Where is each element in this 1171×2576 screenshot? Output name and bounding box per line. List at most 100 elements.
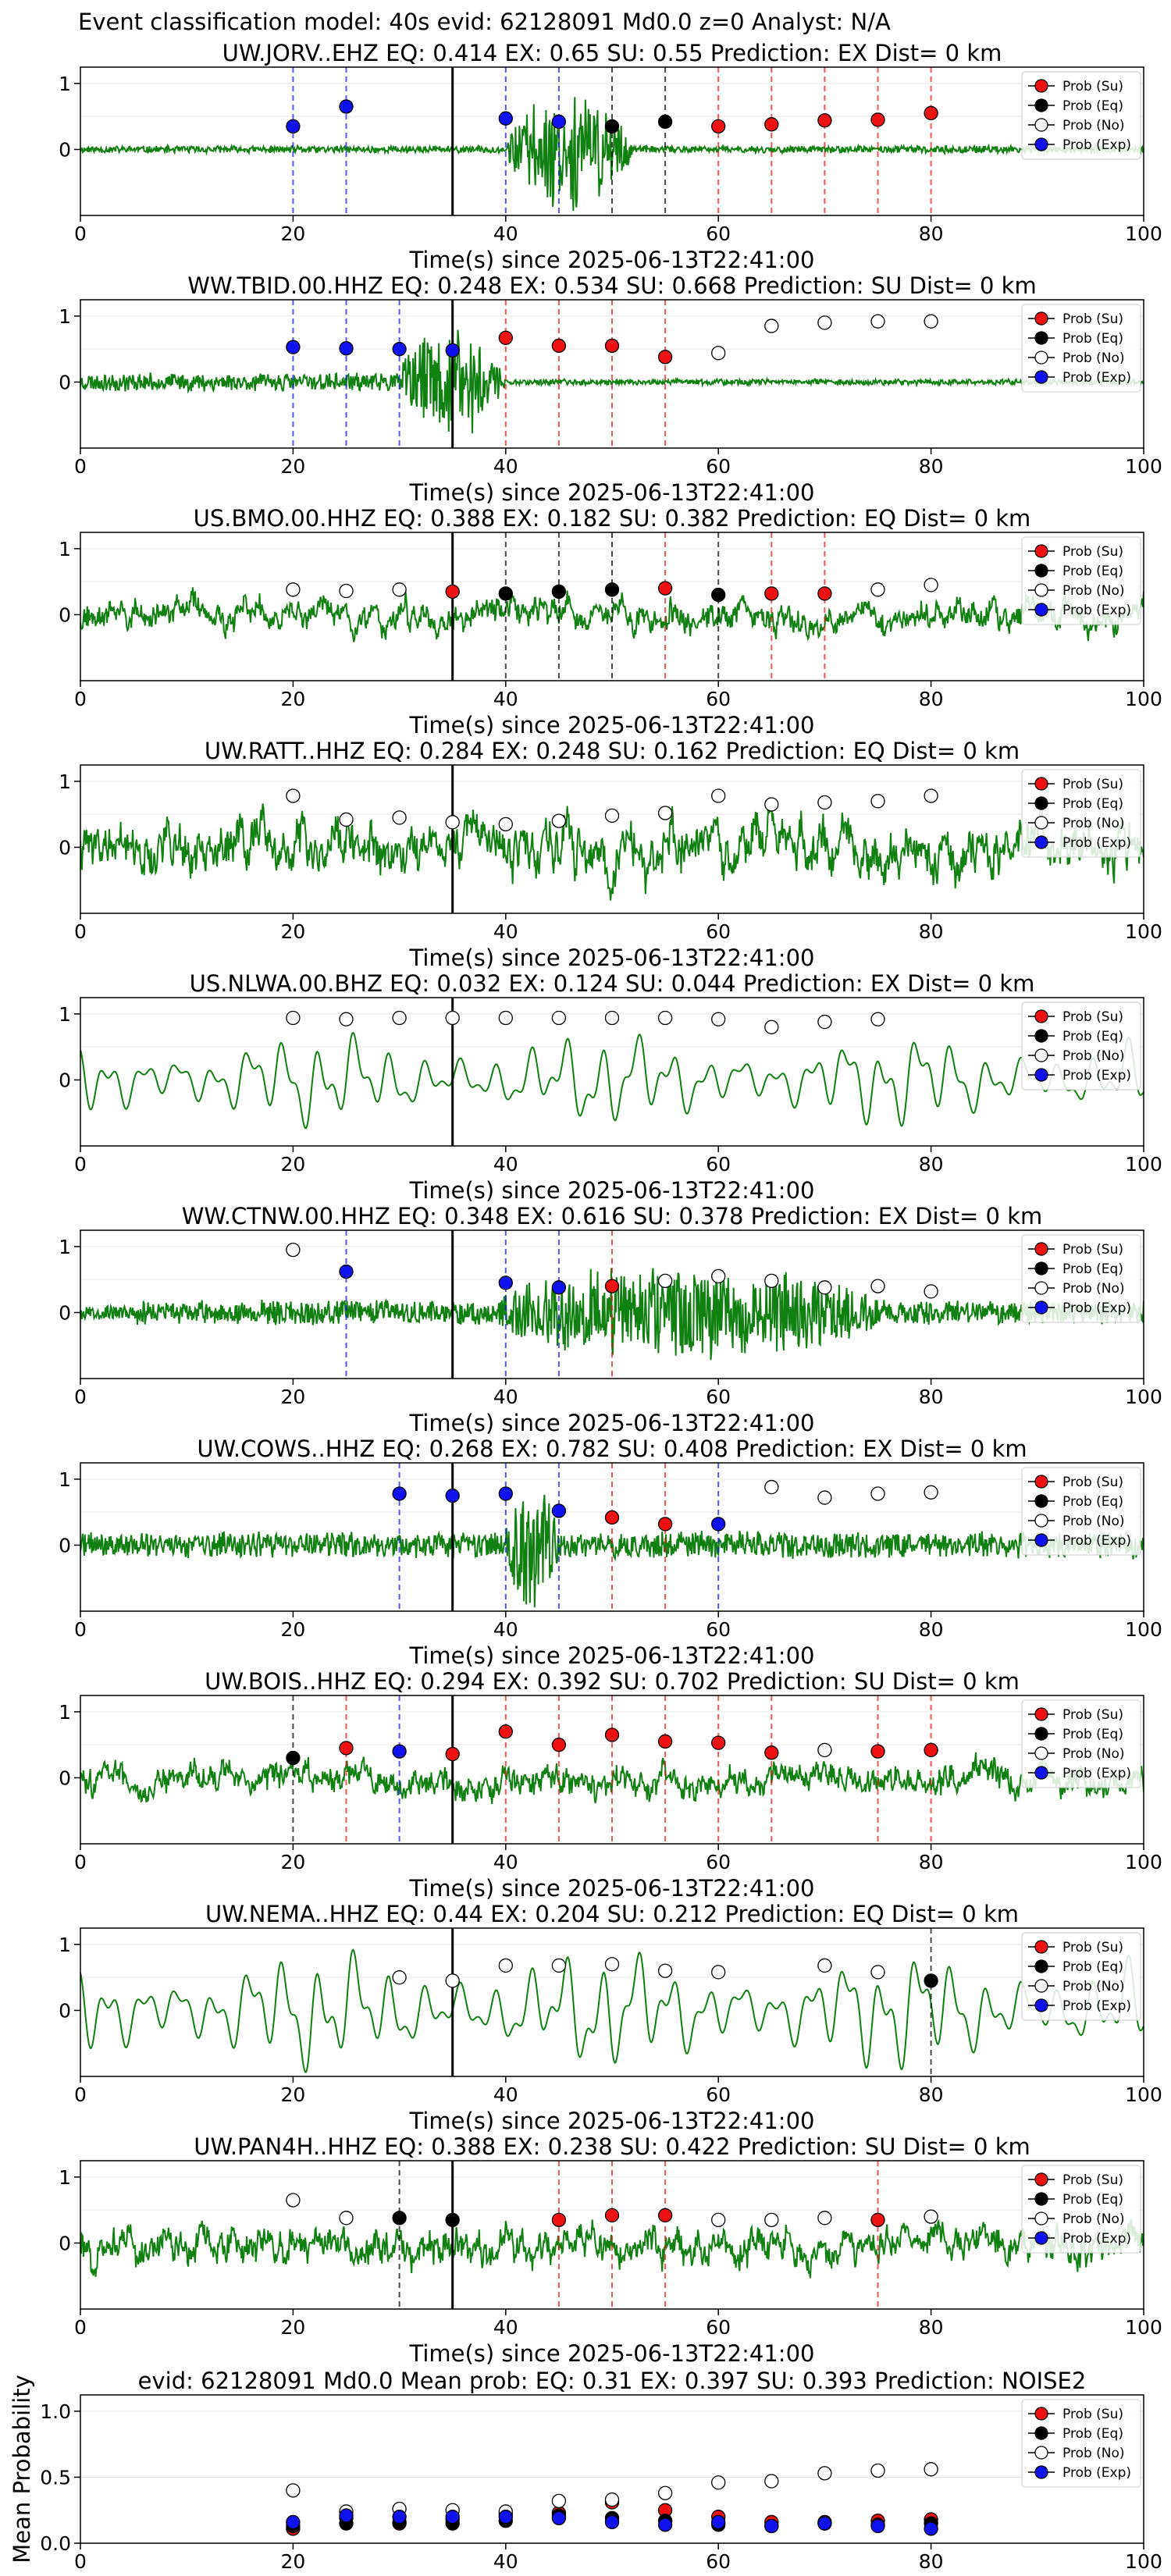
prob-point-no xyxy=(445,815,460,830)
y-tick-label: 0 xyxy=(59,603,71,626)
legend-label: Prob (Exp) xyxy=(1062,603,1131,618)
legend-marker-no xyxy=(1034,2446,1048,2460)
panel-5: US.NLWA.00.BHZ EQ: 0.032 EX: 0.124 SU: 0… xyxy=(59,970,1162,1204)
prob-point-su xyxy=(870,112,885,127)
panel-10: UW.PAN4H..HHZ EQ: 0.388 EX: 0.238 SU: 0.… xyxy=(59,2133,1162,2367)
x-tick-label: 40 xyxy=(493,920,518,943)
x-tick-label: 0 xyxy=(74,1386,87,1408)
legend-marker-no xyxy=(1034,1048,1048,1062)
legend-marker-su xyxy=(1034,2172,1048,2186)
legend-marker-exp xyxy=(1034,1300,1048,1315)
prob-point-su xyxy=(711,119,726,134)
x-tick-label: 60 xyxy=(706,455,731,478)
legend-marker-no xyxy=(1034,1281,1048,1295)
prob-point-exp xyxy=(498,1276,513,1290)
legend-label: Prob (No) xyxy=(1062,2211,1125,2227)
x-tick-label: 100 xyxy=(1125,688,1162,710)
legend-marker-no xyxy=(1034,583,1048,597)
y-tick-label: 1 xyxy=(59,2166,71,2189)
prob-point-exp xyxy=(286,2514,301,2530)
legend-label: Prob (Exp) xyxy=(1062,137,1131,153)
prob-point-su xyxy=(551,338,567,354)
legend-label: Prob (Exp) xyxy=(1062,1068,1131,1083)
prob-point-no xyxy=(764,2212,779,2228)
prob-point-su xyxy=(551,1738,567,1752)
x-tick-label: 0 xyxy=(74,455,87,478)
legend-label: Prob (Eq) xyxy=(1062,1727,1123,1742)
x-tick-label: 60 xyxy=(706,1618,731,1641)
prob-point-eq xyxy=(604,119,620,134)
prob-point-no xyxy=(657,2485,673,2500)
x-tick-label: 40 xyxy=(493,1153,518,1176)
prob-point-no xyxy=(817,2466,832,2481)
x-tick-label: 0 xyxy=(74,1851,87,1873)
prob-point-no xyxy=(817,315,832,330)
legend-marker-eq xyxy=(1034,1261,1048,1276)
waveform-trace xyxy=(80,801,1144,901)
x-tick-label: 20 xyxy=(280,1153,305,1176)
prob-point-no xyxy=(870,794,885,809)
prob-point-no xyxy=(711,2475,726,2490)
prob-point-no xyxy=(924,2209,938,2224)
x-tick-label: 100 xyxy=(1125,1386,1162,1408)
waveform-trace xyxy=(80,1752,1144,1805)
legend-marker-su xyxy=(1034,544,1048,558)
prob-point-exp xyxy=(498,2510,513,2524)
legend-marker-su xyxy=(1034,1707,1048,1721)
prob-point-su xyxy=(870,2212,885,2228)
x-tick-label: 40 xyxy=(493,222,518,245)
x-tick-label: 0 xyxy=(74,222,87,245)
x-tick-label: 60 xyxy=(706,1153,731,1176)
prob-point-no xyxy=(817,1958,832,1973)
prob-point-su xyxy=(924,1742,938,1758)
x-axis-label: Time(s) since 2025-06-13T22:41:00 xyxy=(409,1410,815,1436)
legend-marker-su xyxy=(1034,2407,1048,2421)
legend-marker-eq xyxy=(1034,2426,1048,2440)
panel-6: WW.CTNW.00.HHZ EQ: 0.348 EX: 0.616 SU: 0… xyxy=(59,1203,1162,1436)
panel-title: UW.BOIS..HHZ EQ: 0.294 EX: 0.392 SU: 0.7… xyxy=(205,1668,1020,1695)
legend-marker-su xyxy=(1034,777,1048,791)
legend-marker-su xyxy=(1034,1242,1048,1256)
axes-frame xyxy=(80,66,1144,216)
prob-point-no xyxy=(657,1963,673,1978)
x-tick-label: 100 xyxy=(1125,1851,1162,1873)
legend-label: Prob (Su) xyxy=(1062,544,1123,560)
x-tick-label: 20 xyxy=(280,222,305,245)
prob-point-su xyxy=(817,586,832,601)
x-tick-label: 20 xyxy=(280,1618,305,1641)
prob-point-no xyxy=(657,1273,673,1289)
legend-label: Prob (Eq) xyxy=(1062,1261,1123,1277)
legend-marker-su xyxy=(1034,1475,1048,1489)
legend-marker-su xyxy=(1034,79,1048,93)
prob-point-no xyxy=(498,817,513,832)
prob-point-su xyxy=(498,1724,513,1739)
x-tick-label: 100 xyxy=(1125,222,1162,245)
axes-frame xyxy=(80,997,1144,1147)
x-tick-label: 100 xyxy=(1125,1618,1162,1641)
legend-label: Prob (Exp) xyxy=(1062,1998,1131,2014)
x-tick-label: 80 xyxy=(919,2550,944,2573)
x-tick-label: 0 xyxy=(74,1153,87,1176)
x-axis-label: Time(s) since 2025-06-13T22:41:00 xyxy=(409,945,815,971)
legend-marker-su xyxy=(1034,311,1048,326)
legend-marker-exp xyxy=(1034,2231,1048,2245)
legend-marker-su xyxy=(1034,1009,1048,1023)
x-tick-label: 100 xyxy=(1125,455,1162,478)
prob-point-no xyxy=(764,1019,779,1034)
prob-point-exp xyxy=(339,1264,354,1279)
legend-label: Prob (No) xyxy=(1062,816,1125,831)
prob-point-no xyxy=(711,1012,726,1026)
panel-2: WW.TBID.00.HHZ EQ: 0.248 EX: 0.534 SU: 0… xyxy=(59,272,1162,506)
legend-label: Prob (No) xyxy=(1062,1979,1125,1994)
x-tick-label: 0 xyxy=(74,2550,87,2573)
legend-marker-eq xyxy=(1034,796,1048,810)
x-tick-label: 80 xyxy=(919,1386,944,1408)
prob-point-no xyxy=(711,1965,726,1980)
prob-point-no xyxy=(392,1010,407,1026)
prob-point-exp xyxy=(339,341,354,356)
prob-point-no xyxy=(286,788,301,803)
x-tick-label: 60 xyxy=(706,1851,731,1873)
prob-point-no xyxy=(339,812,354,827)
prob-point-no xyxy=(339,2211,354,2226)
